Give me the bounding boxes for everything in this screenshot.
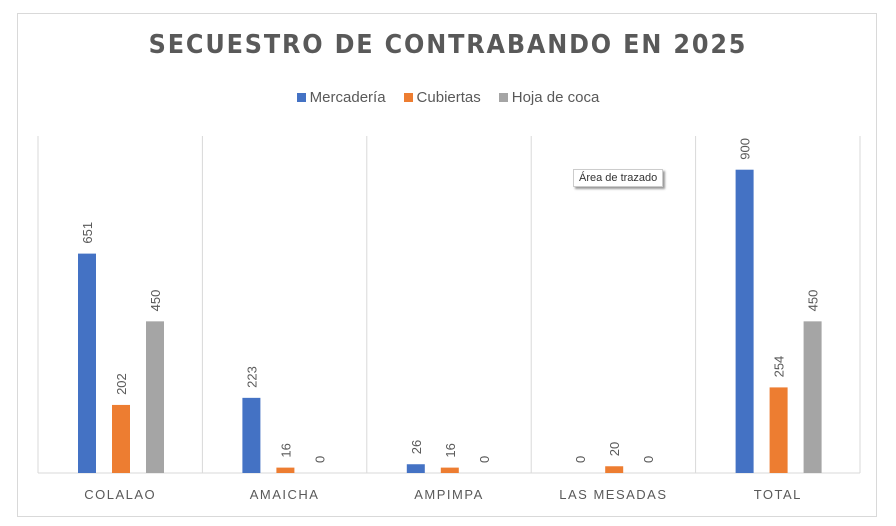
legend-item-hoja-de-coca: Hoja de coca — [498, 89, 600, 106]
data-label: 223 — [244, 366, 259, 388]
data-label: 202 — [114, 373, 129, 395]
data-label: 16 — [278, 443, 293, 457]
data-label: 651 — [80, 222, 95, 244]
data-label: 450 — [148, 290, 163, 312]
data-label: 0 — [573, 456, 588, 463]
legend: Mercadería Cubiertas Hoja de coca — [0, 89, 896, 106]
bar-mercadería — [242, 397, 261, 473]
bar-cubiertas — [605, 466, 624, 473]
x-tick-label: COLALAO — [84, 487, 156, 502]
legend-swatch — [296, 93, 306, 102]
x-tick-label: AMPIMPA — [414, 487, 484, 502]
bar-cubiertas — [769, 387, 788, 473]
x-tick-label: TOTAL — [754, 487, 802, 502]
legend-item-cubiertas: Cubiertas — [403, 89, 481, 106]
bar-hoja-de-coca — [146, 321, 164, 473]
legend-label: Cubiertas — [416, 89, 481, 106]
bar-mercadería — [735, 169, 754, 473]
legend-label: Hoja de coca — [511, 89, 600, 106]
x-tick-label: AMAICHA — [250, 487, 320, 502]
bar-cubiertas — [112, 404, 130, 473]
bar-cubiertas — [276, 467, 295, 473]
data-label: 254 — [772, 356, 787, 378]
legend-swatch — [403, 93, 413, 102]
bar-cubiertas — [440, 467, 459, 473]
legend-label: Mercadería — [309, 89, 386, 106]
x-tick-label: LAS MESADAS — [559, 487, 667, 502]
legend-swatch — [498, 93, 508, 102]
legend-item-mercaderia: Mercadería — [296, 89, 386, 106]
bar-mercadería — [78, 253, 96, 473]
chart-area[interactable] — [17, 13, 877, 517]
data-label: 26 — [409, 440, 424, 454]
data-label: 450 — [806, 290, 821, 312]
data-label: 900 — [738, 138, 753, 160]
chart-title: SECUESTRO DE CONTRABANDO EN 2025 — [148, 30, 748, 60]
data-label: 16 — [443, 443, 458, 457]
data-label: 0 — [477, 456, 492, 463]
bar-hoja-de-coca — [803, 321, 822, 473]
data-label: 0 — [312, 456, 327, 463]
data-label: 0 — [641, 456, 656, 463]
bar-mercadería — [406, 464, 425, 473]
tooltip: Área de trazado — [573, 169, 664, 187]
data-label: 20 — [607, 442, 622, 456]
